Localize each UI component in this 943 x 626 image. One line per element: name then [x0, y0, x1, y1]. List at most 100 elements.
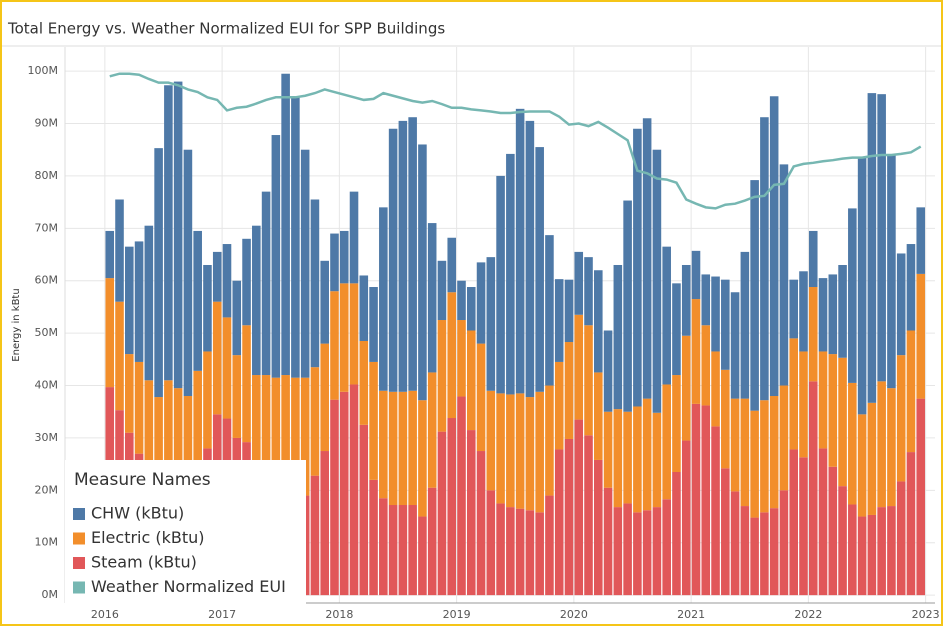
bar-segment	[730, 292, 740, 399]
bar-segment	[291, 377, 300, 496]
bar-segment	[769, 96, 779, 397]
bar-segment	[779, 490, 789, 596]
bar-segment	[506, 394, 515, 508]
bar-segment	[154, 397, 163, 491]
bar-segment	[320, 451, 329, 596]
y-tick-label: 80M	[35, 169, 59, 182]
bar-segment	[466, 330, 476, 431]
bar-segment	[310, 475, 320, 596]
bar-segment	[594, 459, 603, 596]
bar-segment	[320, 260, 329, 344]
bar-segment	[222, 317, 232, 419]
bar-segment	[496, 393, 505, 504]
y-tick-label: 70M	[35, 221, 59, 234]
bar-segment	[437, 260, 447, 321]
bar-segment	[721, 369, 730, 469]
bar-segment	[486, 390, 496, 491]
bar-segment	[349, 191, 359, 284]
bar-segment	[496, 175, 505, 394]
legend-label: Steam (kBtu)	[91, 553, 197, 572]
y-tick-label: 10M	[35, 536, 59, 549]
bar-segment	[359, 340, 369, 425]
bar-segment	[242, 325, 251, 443]
bar-segment	[867, 514, 877, 596]
bar-segment	[125, 246, 134, 355]
bar-segment	[388, 505, 398, 596]
legend-swatch	[73, 508, 85, 520]
bar-segment	[173, 388, 183, 496]
bar-segment	[711, 426, 720, 596]
bar-segment	[398, 391, 408, 506]
bar-segment	[203, 264, 212, 352]
bar-segment	[681, 264, 691, 336]
bar-segment	[115, 301, 124, 411]
bar-segment	[164, 85, 173, 381]
bar-segment	[887, 388, 896, 507]
bar-segment	[691, 403, 701, 596]
line-series	[109, 72, 922, 210]
bar-segment	[867, 93, 877, 403]
bar-segment	[164, 380, 173, 496]
bar-segment	[867, 402, 877, 515]
x-tick-label: 2016	[91, 608, 119, 621]
bar-segment	[603, 330, 613, 412]
bar-segment	[603, 487, 613, 596]
x-tick-label: 2023	[912, 608, 940, 621]
bar-segment	[594, 270, 603, 373]
bar-segment	[554, 449, 564, 596]
bar-segment	[564, 342, 574, 439]
bar-segment	[750, 517, 759, 596]
bar-segment	[828, 354, 838, 467]
bar-segment	[779, 164, 789, 386]
bar-segment	[633, 406, 642, 513]
bar-segment	[310, 367, 320, 476]
y-tick-label: 100M	[28, 64, 59, 77]
bar-segment	[896, 481, 906, 596]
bar-segment	[447, 292, 457, 419]
bar-segment	[642, 118, 652, 399]
bar-segment	[379, 207, 388, 391]
y-tick-label: 0M	[42, 588, 59, 601]
legend-title: Measure Names	[74, 470, 211, 490]
y-tick-label: 40M	[35, 379, 59, 392]
bar-segment	[515, 108, 525, 394]
bar-segment	[330, 399, 339, 596]
bar-segment	[535, 391, 544, 513]
bar-segment	[359, 275, 369, 341]
bar-segment	[574, 314, 584, 420]
bar-segment	[828, 466, 838, 596]
bar-segment	[125, 354, 134, 433]
bar-segment	[300, 149, 310, 378]
bar-segment	[818, 351, 828, 449]
bar-segment	[818, 278, 828, 352]
bar-segment	[506, 507, 515, 596]
bar-segment	[838, 357, 847, 487]
bar-segment	[310, 199, 320, 368]
bar-segment	[281, 73, 290, 376]
bar-segment	[271, 135, 281, 378]
bar-segment	[877, 94, 886, 382]
bar-segment	[281, 375, 290, 496]
bar-segment	[427, 487, 437, 596]
bar-segment	[476, 451, 486, 596]
bar-segment	[339, 283, 349, 392]
bar-segment	[906, 244, 916, 331]
bar-segment	[525, 397, 535, 511]
bar-segment	[457, 396, 466, 596]
bar-segment	[408, 505, 417, 596]
bar-segment	[633, 128, 642, 407]
bar-segment	[466, 287, 476, 331]
bar-segment	[398, 120, 408, 392]
bar-segment	[212, 301, 222, 415]
bar-segment	[515, 508, 525, 596]
bar-segment	[105, 278, 115, 388]
bar-segment	[721, 468, 730, 596]
bar-segment	[691, 299, 701, 404]
bar-segment	[740, 251, 750, 399]
bar-segment	[896, 253, 906, 356]
x-tick-label: 2022	[794, 608, 822, 621]
bar-segment	[760, 117, 769, 401]
bar-segment	[154, 148, 163, 398]
